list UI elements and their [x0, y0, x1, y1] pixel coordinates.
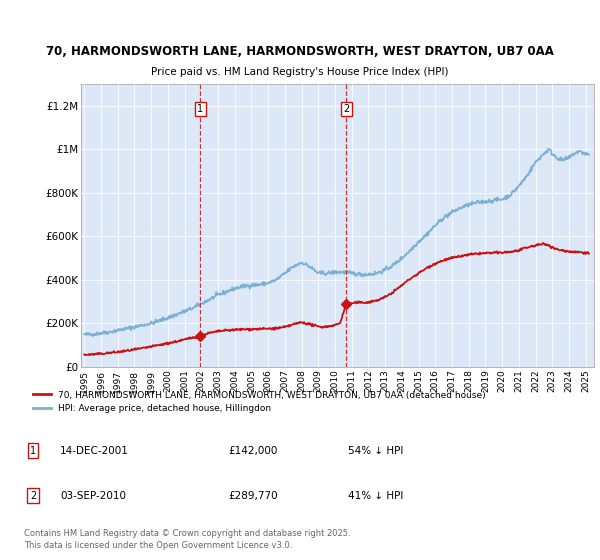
Text: £142,000: £142,000: [228, 446, 277, 456]
Text: Price paid vs. HM Land Registry's House Price Index (HPI): Price paid vs. HM Land Registry's House …: [151, 67, 449, 77]
Bar: [200, 84, 346, 367]
Text: 54% ↓ HPI: 54% ↓ HPI: [348, 446, 403, 456]
Text: 2: 2: [343, 104, 349, 114]
Text: 1: 1: [197, 104, 203, 114]
Legend: 70, HARMONDSWORTH LANE, HARMONDSWORTH, WEST DRAYTON, UB7 0AA (detached house), H: 70, HARMONDSWORTH LANE, HARMONDSWORTH, W…: [29, 387, 490, 417]
Text: 14-DEC-2001: 14-DEC-2001: [60, 446, 129, 456]
Text: Contains HM Land Registry data © Crown copyright and database right 2025.
This d: Contains HM Land Registry data © Crown c…: [24, 529, 350, 550]
Text: 03-SEP-2010: 03-SEP-2010: [60, 491, 126, 501]
Text: 70, HARMONDSWORTH LANE, HARMONDSWORTH, WEST DRAYTON, UB7 0AA: 70, HARMONDSWORTH LANE, HARMONDSWORTH, W…: [46, 45, 554, 58]
Text: 41% ↓ HPI: 41% ↓ HPI: [348, 491, 403, 501]
Text: £289,770: £289,770: [228, 491, 278, 501]
Text: 1: 1: [30, 446, 36, 456]
Text: 2: 2: [30, 491, 36, 501]
